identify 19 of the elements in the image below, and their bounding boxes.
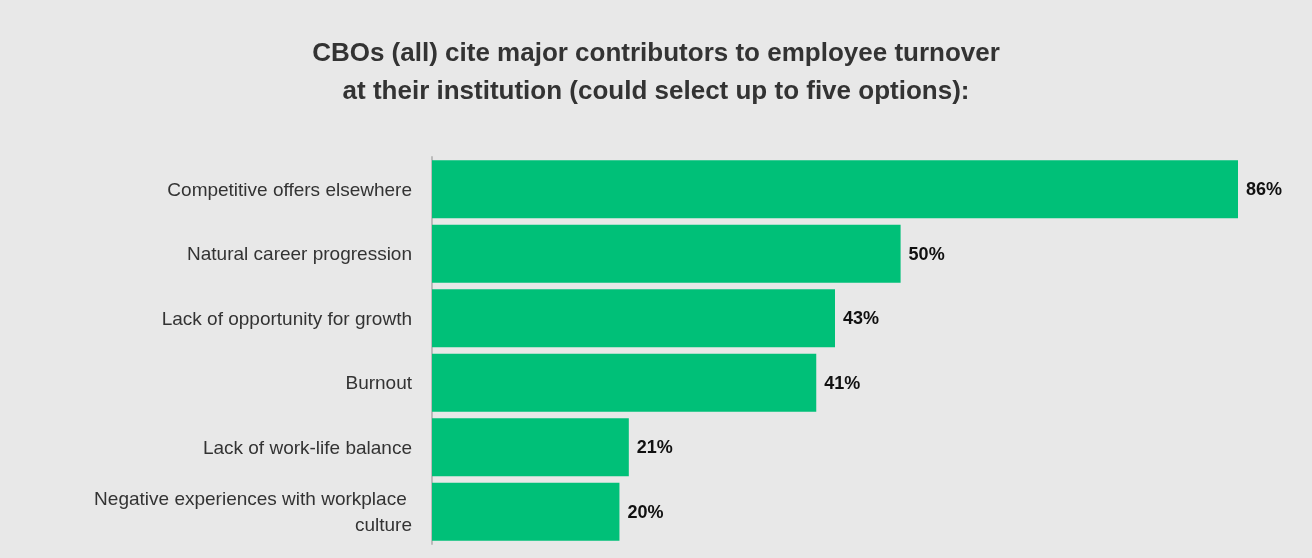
y-tick-label: Lack of opportunity for growth [161,307,412,329]
data-label: 43% [843,308,880,329]
bar [432,418,629,477]
y-tick-label: Competitive offers elsewhere [167,178,412,200]
bar [432,482,620,541]
y-tick-label: Burnout [345,372,413,394]
bar [432,353,817,412]
bar [432,289,835,348]
bar [432,160,1238,219]
data-label: 86% [1246,179,1283,200]
y-tick-label: Negative experiences with workplace culture [94,488,412,536]
data-label: 41% [824,372,861,393]
bar [432,224,901,283]
y-tick-label: Natural career progression [187,243,412,265]
y-tick-label: Lack of work-life balance [202,436,412,458]
data-label: 20% [627,501,664,522]
data-label: 50% [908,243,945,264]
chart-title: CBOs (all) cite major contributors to employee turnover at their institution (could select up to five options): [312,37,1000,105]
data-label: 21% [636,437,673,458]
